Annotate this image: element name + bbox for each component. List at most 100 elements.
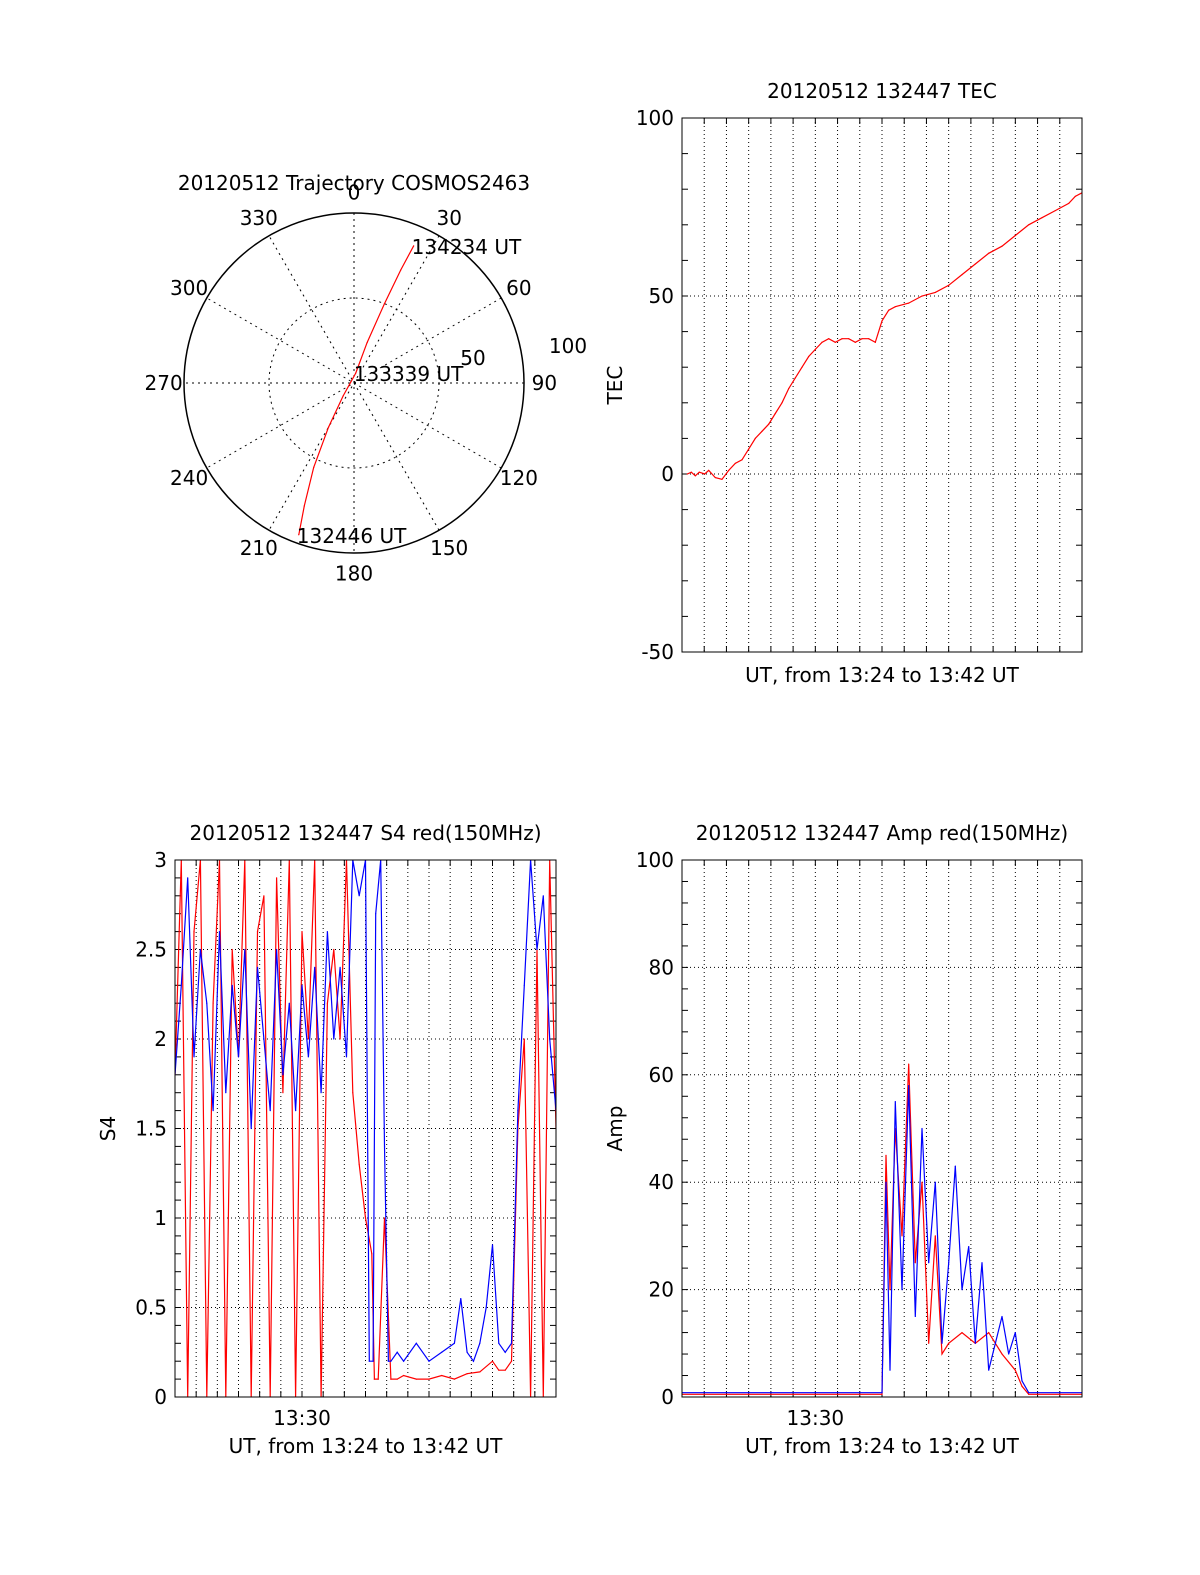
series-0-point xyxy=(523,1038,525,1040)
series-0-point xyxy=(908,1063,910,1065)
x-tick-label: 13:30 xyxy=(787,1406,845,1430)
y-tick-label: 0.5 xyxy=(135,1296,167,1320)
series-1-point xyxy=(460,1297,462,1300)
series-1-point xyxy=(295,1110,297,1112)
azimuth-label: 330 xyxy=(240,206,278,230)
series-1-point xyxy=(523,984,525,986)
series-0-point xyxy=(948,284,950,286)
series-1-point xyxy=(885,1181,887,1183)
series-0-point xyxy=(748,1393,750,1395)
series-0-point xyxy=(914,1262,916,1264)
series-0-point xyxy=(396,1378,398,1380)
azimuth-label: 300 xyxy=(170,276,208,300)
series-1-point xyxy=(1028,1392,1030,1394)
series-1-point xyxy=(981,1262,983,1264)
series-0-point xyxy=(828,338,830,340)
series-0-point xyxy=(282,1092,284,1094)
series-0-point xyxy=(415,1378,417,1380)
series-0-point xyxy=(781,402,783,404)
series-0-point xyxy=(794,377,796,379)
series-1-point xyxy=(288,1002,290,1004)
series-0-point xyxy=(908,302,910,304)
series-0-point xyxy=(333,948,335,951)
trajectory-point xyxy=(400,269,402,271)
series-1-point xyxy=(231,984,233,986)
radius-label: 50 xyxy=(460,346,485,370)
series-1-point xyxy=(396,1351,398,1353)
series-0-point xyxy=(901,1235,903,1237)
series-0-point xyxy=(479,1371,481,1373)
series-0-point xyxy=(921,295,923,297)
series-1-point xyxy=(889,1369,891,1371)
series-1-point xyxy=(941,1342,943,1344)
chart-title: 20120512 132447 S4 red(150MHz) xyxy=(190,821,542,845)
series-1-point xyxy=(968,1246,970,1248)
series-0-point xyxy=(326,1002,328,1004)
series-0-point xyxy=(988,1331,990,1334)
y-tick-label: 80 xyxy=(649,955,674,979)
x-tick-label: 13:30 xyxy=(273,1406,331,1430)
y-tick-label: 60 xyxy=(649,1063,674,1087)
series-0-point xyxy=(928,1342,930,1344)
series-0-point xyxy=(961,274,963,276)
tec-panel: -50 0 50 100 20120512 132447 TEC UT, from 13:… xyxy=(603,79,1083,687)
chart-title: 20120512 132447 TEC xyxy=(767,79,997,103)
series-0-point xyxy=(263,895,265,897)
series-1-point xyxy=(1014,1331,1016,1334)
series-0-point xyxy=(339,1038,341,1040)
series-1-point xyxy=(320,1092,322,1094)
series-0-point xyxy=(698,471,700,473)
series-0-point xyxy=(761,430,763,432)
series-0-point xyxy=(1028,1393,1030,1395)
series-1-point xyxy=(199,948,201,951)
trajectory-point xyxy=(303,505,305,507)
series-group xyxy=(682,1063,1082,1395)
series-0-point xyxy=(974,263,976,265)
series-1-point xyxy=(814,1392,816,1394)
azimuth-label: 0 xyxy=(348,181,361,205)
series-0-point xyxy=(748,448,750,450)
y-axis-label: Amp xyxy=(603,1106,627,1152)
series-0-point xyxy=(1021,1385,1023,1387)
series-0-point xyxy=(841,338,843,340)
azimuth-label: 120 xyxy=(500,466,538,490)
series-1-point xyxy=(415,1342,417,1344)
series-0-point xyxy=(889,1289,891,1291)
series-0-point xyxy=(721,478,723,480)
y-tick-label: 1 xyxy=(154,1206,167,1230)
series-1-point xyxy=(244,948,246,951)
series-1-point xyxy=(498,1342,500,1344)
series-1-point xyxy=(225,1092,227,1094)
series-0-point xyxy=(466,1373,468,1375)
series-0-point xyxy=(276,877,278,879)
series-1-point xyxy=(250,1127,252,1130)
series-0-point xyxy=(894,306,896,308)
series-0-point xyxy=(888,309,890,311)
y-tick-label: 2 xyxy=(154,1027,167,1051)
series-0-point xyxy=(390,1378,392,1380)
series-1-point xyxy=(472,1360,475,1362)
series-1-point xyxy=(314,966,316,969)
series-1-point xyxy=(517,1110,519,1112)
series-0-point xyxy=(371,1253,373,1255)
series-1-point xyxy=(928,1262,930,1264)
series-0-point xyxy=(861,338,863,340)
series-0-point xyxy=(774,412,776,415)
azimuth-label: 180 xyxy=(335,561,373,585)
y-tick-label: 100 xyxy=(636,848,674,872)
series-1-point xyxy=(948,1262,950,1264)
y-tick-label: 0 xyxy=(154,1385,167,1409)
series-1-point xyxy=(193,1056,195,1058)
series-1-point xyxy=(358,895,360,897)
series-0-point xyxy=(728,469,730,472)
series-1-point xyxy=(921,1127,923,1130)
series-0-point xyxy=(256,931,259,933)
y-tick-label: 100 xyxy=(636,106,674,130)
y-tick-label: -50 xyxy=(641,640,674,664)
y-tick-label: 20 xyxy=(649,1278,674,1302)
series-1-point xyxy=(339,966,341,969)
series-1-point xyxy=(974,1342,976,1344)
series-0-point xyxy=(1074,195,1076,197)
series-1-point xyxy=(748,1392,750,1394)
series-group xyxy=(175,860,556,1397)
